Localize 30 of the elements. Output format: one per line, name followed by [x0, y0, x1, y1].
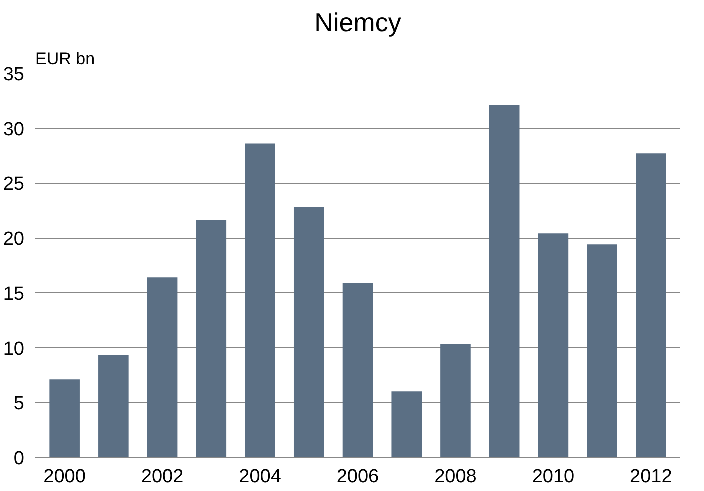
- bar: [196, 220, 227, 458]
- bar: [147, 278, 178, 458]
- x-tick-label: 2002: [141, 466, 184, 488]
- x-tick-label: 2010: [532, 466, 575, 488]
- bar: [489, 105, 520, 458]
- y-axis-title: EUR bn: [36, 50, 96, 68]
- bar: [294, 207, 324, 458]
- x-tick-label: 2008: [434, 466, 477, 488]
- y-tick-label: 20: [3, 229, 25, 250]
- bar: [245, 144, 276, 458]
- x-tick-label: 2004: [239, 466, 282, 488]
- x-tick-label: 2006: [336, 466, 380, 488]
- bar: [392, 392, 422, 458]
- bar: [50, 380, 80, 458]
- bar: [342, 283, 374, 458]
- x-tick-label: 2012: [630, 466, 672, 488]
- bar: [636, 154, 666, 458]
- y-tick-label: 35: [3, 64, 25, 86]
- chart-title: Niemcy: [314, 8, 402, 38]
- y-tick-label: 15: [3, 284, 25, 305]
- y-tick-label: 10: [3, 338, 25, 360]
- bar: [440, 344, 471, 458]
- bar: [538, 234, 569, 458]
- y-tick-label: 0: [14, 448, 25, 470]
- x-tick-label: 2000: [44, 466, 86, 488]
- bar: [587, 244, 618, 458]
- y-tick-label: 25: [3, 174, 25, 196]
- y-tick-label: 30: [3, 119, 25, 140]
- bar: [98, 355, 129, 458]
- y-tick-label: 5: [14, 394, 25, 415]
